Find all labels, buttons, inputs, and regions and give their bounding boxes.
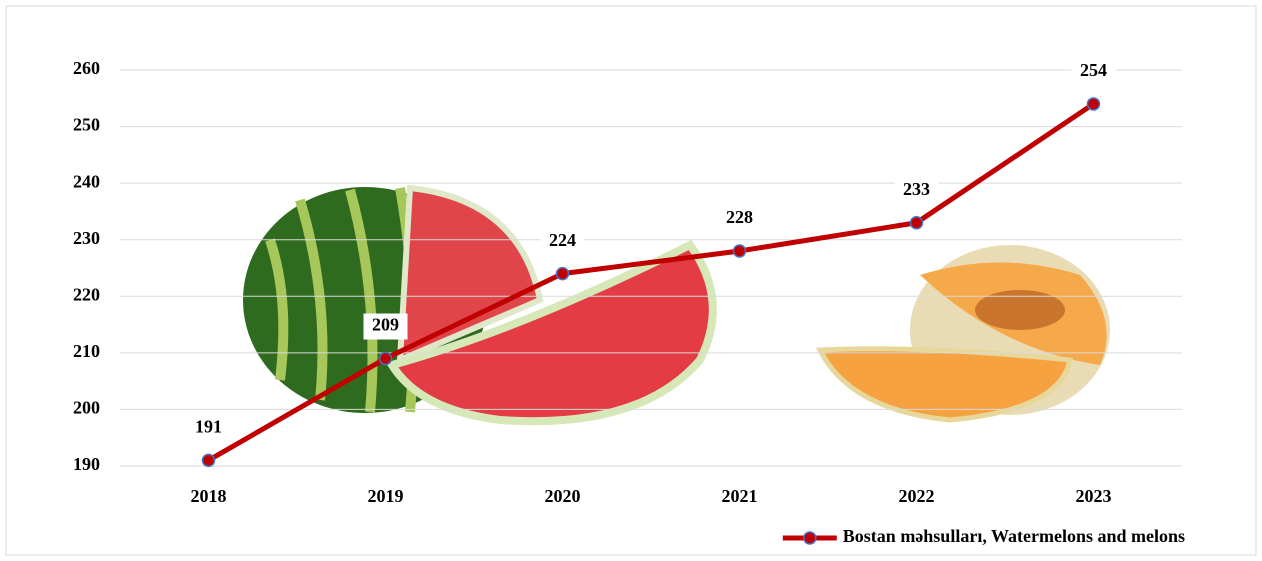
y-tick-label: 240 [73, 171, 100, 191]
y-tick-label: 190 [73, 454, 100, 474]
data-label: 191 [195, 416, 222, 436]
data-label-box [1071, 58, 1116, 85]
x-tick-label: 2023 [1076, 486, 1112, 506]
decoration-watermelon [243, 184, 717, 426]
data-point [555, 266, 570, 281]
data-label-box [894, 177, 939, 204]
data-label: 209 [372, 315, 399, 335]
data-label: 228 [726, 207, 753, 227]
x-tick-label: 2021 [722, 486, 758, 506]
y-tick-label: 260 [73, 58, 100, 78]
y-tick-label: 200 [73, 398, 100, 418]
data-label-box [363, 313, 408, 340]
x-tick-label: 2022 [899, 486, 935, 506]
data-label: 224 [549, 230, 576, 250]
data-point [378, 351, 393, 366]
data-line [207, 101, 1095, 463]
legend-label: Bostan məhsulları, Watermelons and melon… [843, 526, 1185, 546]
data-point [201, 453, 216, 468]
x-tick-label: 2020 [545, 486, 581, 506]
y-tick-label: 220 [73, 284, 100, 304]
decoration-melon [816, 245, 1110, 423]
data-label-box [540, 228, 585, 255]
data-label-box [717, 206, 762, 233]
y-tick-label: 210 [73, 341, 100, 361]
data-label: 233 [903, 179, 930, 199]
legend-marker [803, 531, 817, 545]
data-point [1086, 97, 1101, 111]
data-label-box [186, 415, 231, 442]
data-point [732, 244, 747, 258]
x-tick-label: 2019 [368, 486, 404, 506]
data-label: 254 [1080, 60, 1107, 80]
y-tick-label: 230 [73, 228, 100, 248]
data-point [909, 215, 924, 230]
x-tick-label: 2018 [191, 486, 227, 506]
y-tick-label: 250 [73, 115, 100, 135]
